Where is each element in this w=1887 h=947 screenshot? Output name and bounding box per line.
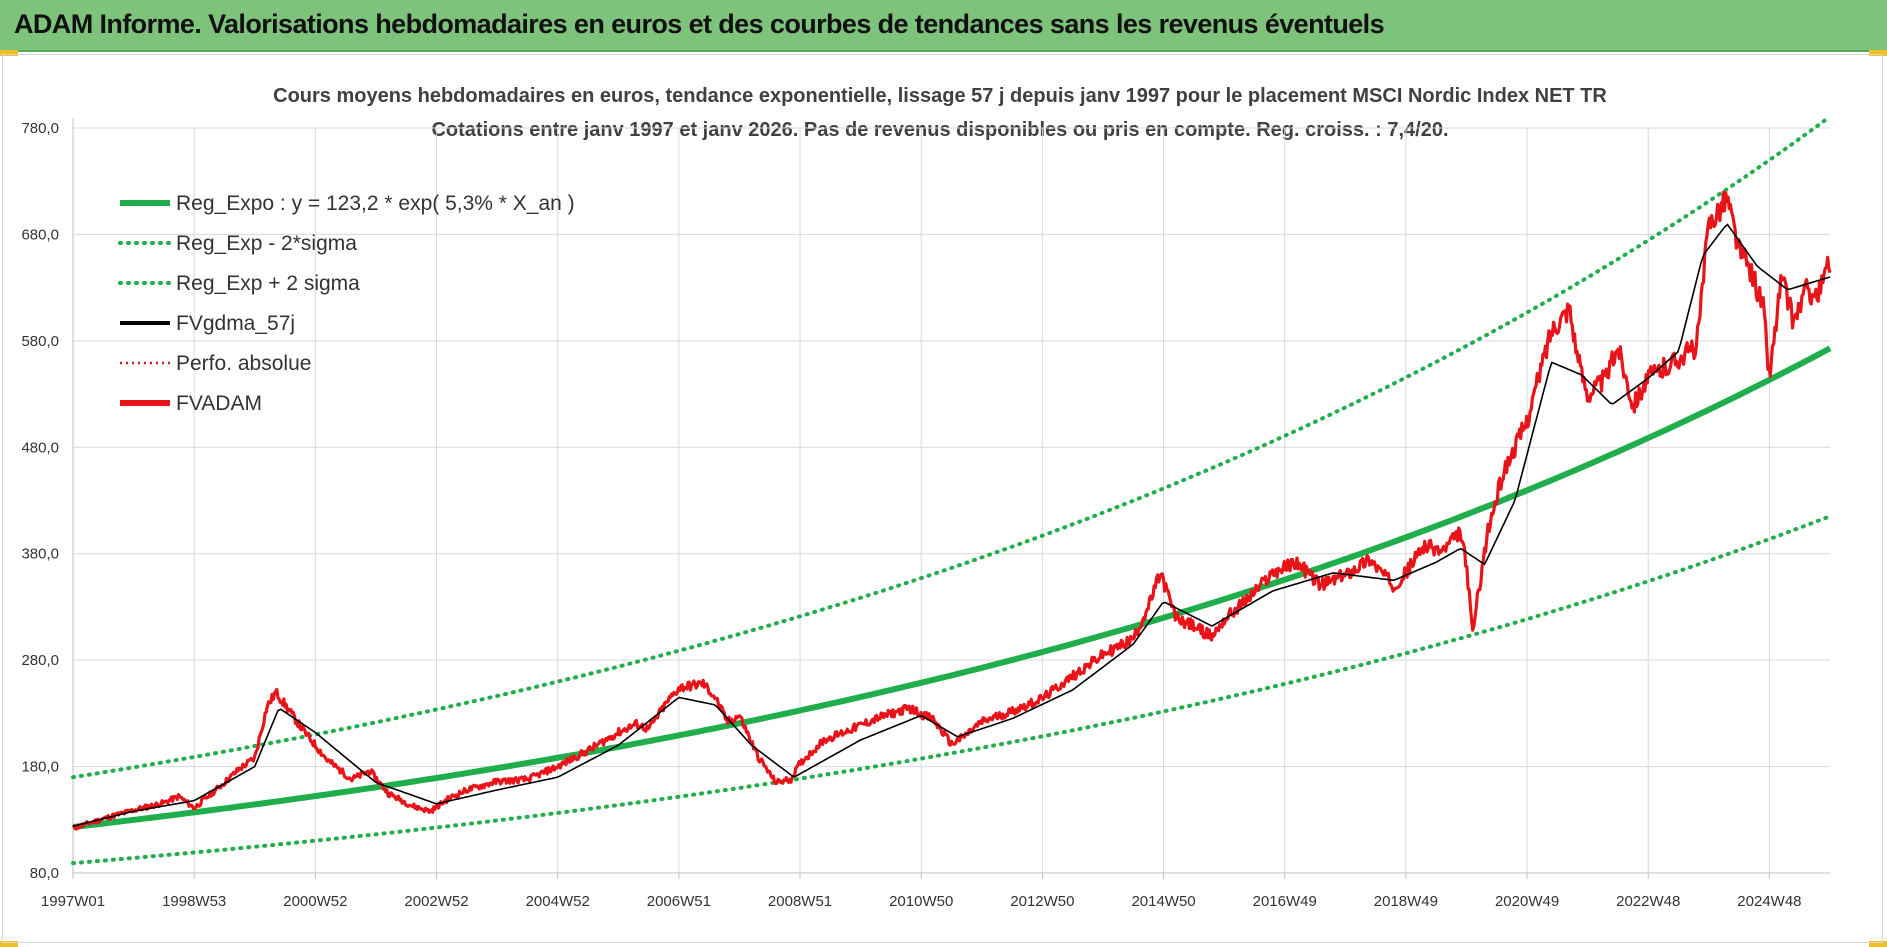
legend-label: FVgdma_57j [176, 312, 295, 335]
y-tick-label: 280,0 [21, 652, 59, 669]
x-tick-label: 2014W50 [1131, 893, 1195, 910]
y-tick-label: 80,0 [30, 865, 59, 882]
y-tick-label: 780,0 [21, 120, 59, 137]
series-reg-exp-plus-2sigma [71, 114, 1832, 780]
x-tick-label: 2000W52 [283, 893, 347, 910]
legend-label: FVADAM [176, 392, 262, 415]
x-tick-label: 2022W48 [1616, 893, 1680, 910]
series-layer [71, 114, 1832, 866]
x-tick-label: 1997W01 [41, 893, 105, 910]
y-axis: 80,0 180,0 280,0 380,0 480,0 580,0 680,0 780,0 [21, 120, 59, 882]
legend-item: Perfo. absolue [120, 352, 311, 375]
corner-marker-bottom-right [1869, 941, 1887, 947]
x-tick-label: 2016W49 [1253, 893, 1317, 910]
corner-marker-top-left [0, 50, 18, 56]
x-tick-label: 2020W49 [1495, 893, 1559, 910]
series-reg-expo [72, 345, 1832, 830]
x-tick-label: 2008W51 [768, 893, 832, 910]
x-tick-label: 2024W48 [1737, 893, 1801, 910]
legend-item: Reg_Exp - 2*sigma [118, 232, 357, 255]
legend-label: Reg_Exp + 2 sigma [176, 272, 360, 295]
legend-label: Perfo. absolue [176, 352, 311, 375]
chart-frame [2, 54, 1883, 943]
series-reg-exp-minus-2sigma [71, 514, 1832, 866]
y-tick-label: 580,0 [21, 333, 59, 350]
x-axis: 1997W01 1998W53 2000W52 2002W52 2004W52 2006W… [41, 873, 1802, 910]
legend-label: Reg_Exp - 2*sigma [176, 232, 357, 255]
legend-item: Reg_Exp + 2 sigma [118, 272, 360, 295]
legend-item: FVgdma_57j [120, 312, 295, 335]
corner-marker-top-right [1869, 50, 1887, 56]
x-tick-label: 2004W52 [526, 893, 590, 910]
y-tick-label: 380,0 [21, 546, 59, 563]
legend-item: Reg_Expo : y = 123,2 * exp( 5,3% * X_an … [120, 192, 575, 215]
x-tick-label: 2002W52 [404, 893, 468, 910]
corner-marker-bottom-left [0, 941, 18, 947]
legend: Reg_Expo : y = 123,2 * exp( 5,3% * X_an … [118, 192, 575, 415]
series-fvgdma-57j [72, 223, 1831, 827]
x-tick-label: 2010W50 [889, 893, 953, 910]
x-tick-label: 1998W53 [162, 893, 226, 910]
chart-title: Cours moyens hebdomadaires en euros, ten… [273, 85, 1607, 107]
y-tick-label: 480,0 [21, 439, 59, 456]
legend-item: FVADAM [120, 392, 262, 415]
y-tick-label: 180,0 [21, 759, 59, 776]
chart-subtitle: Cotations entre janv 1997 et janv 2026. … [431, 119, 1448, 141]
banner-title: ADAM Informe. Valorisations hebdomadaire… [14, 9, 1385, 39]
x-tick-label: 2012W50 [1010, 893, 1074, 910]
banner: ADAM Informe. Valorisations hebdomadaire… [0, 0, 1887, 52]
grid [72, 118, 1830, 874]
x-tick-label: 2006W51 [647, 893, 711, 910]
x-tick-label: 2018W49 [1374, 893, 1438, 910]
y-tick-label: 680,0 [21, 226, 59, 243]
legend-label: Reg_Expo : y = 123,2 * exp( 5,3% * X_an … [176, 192, 575, 215]
